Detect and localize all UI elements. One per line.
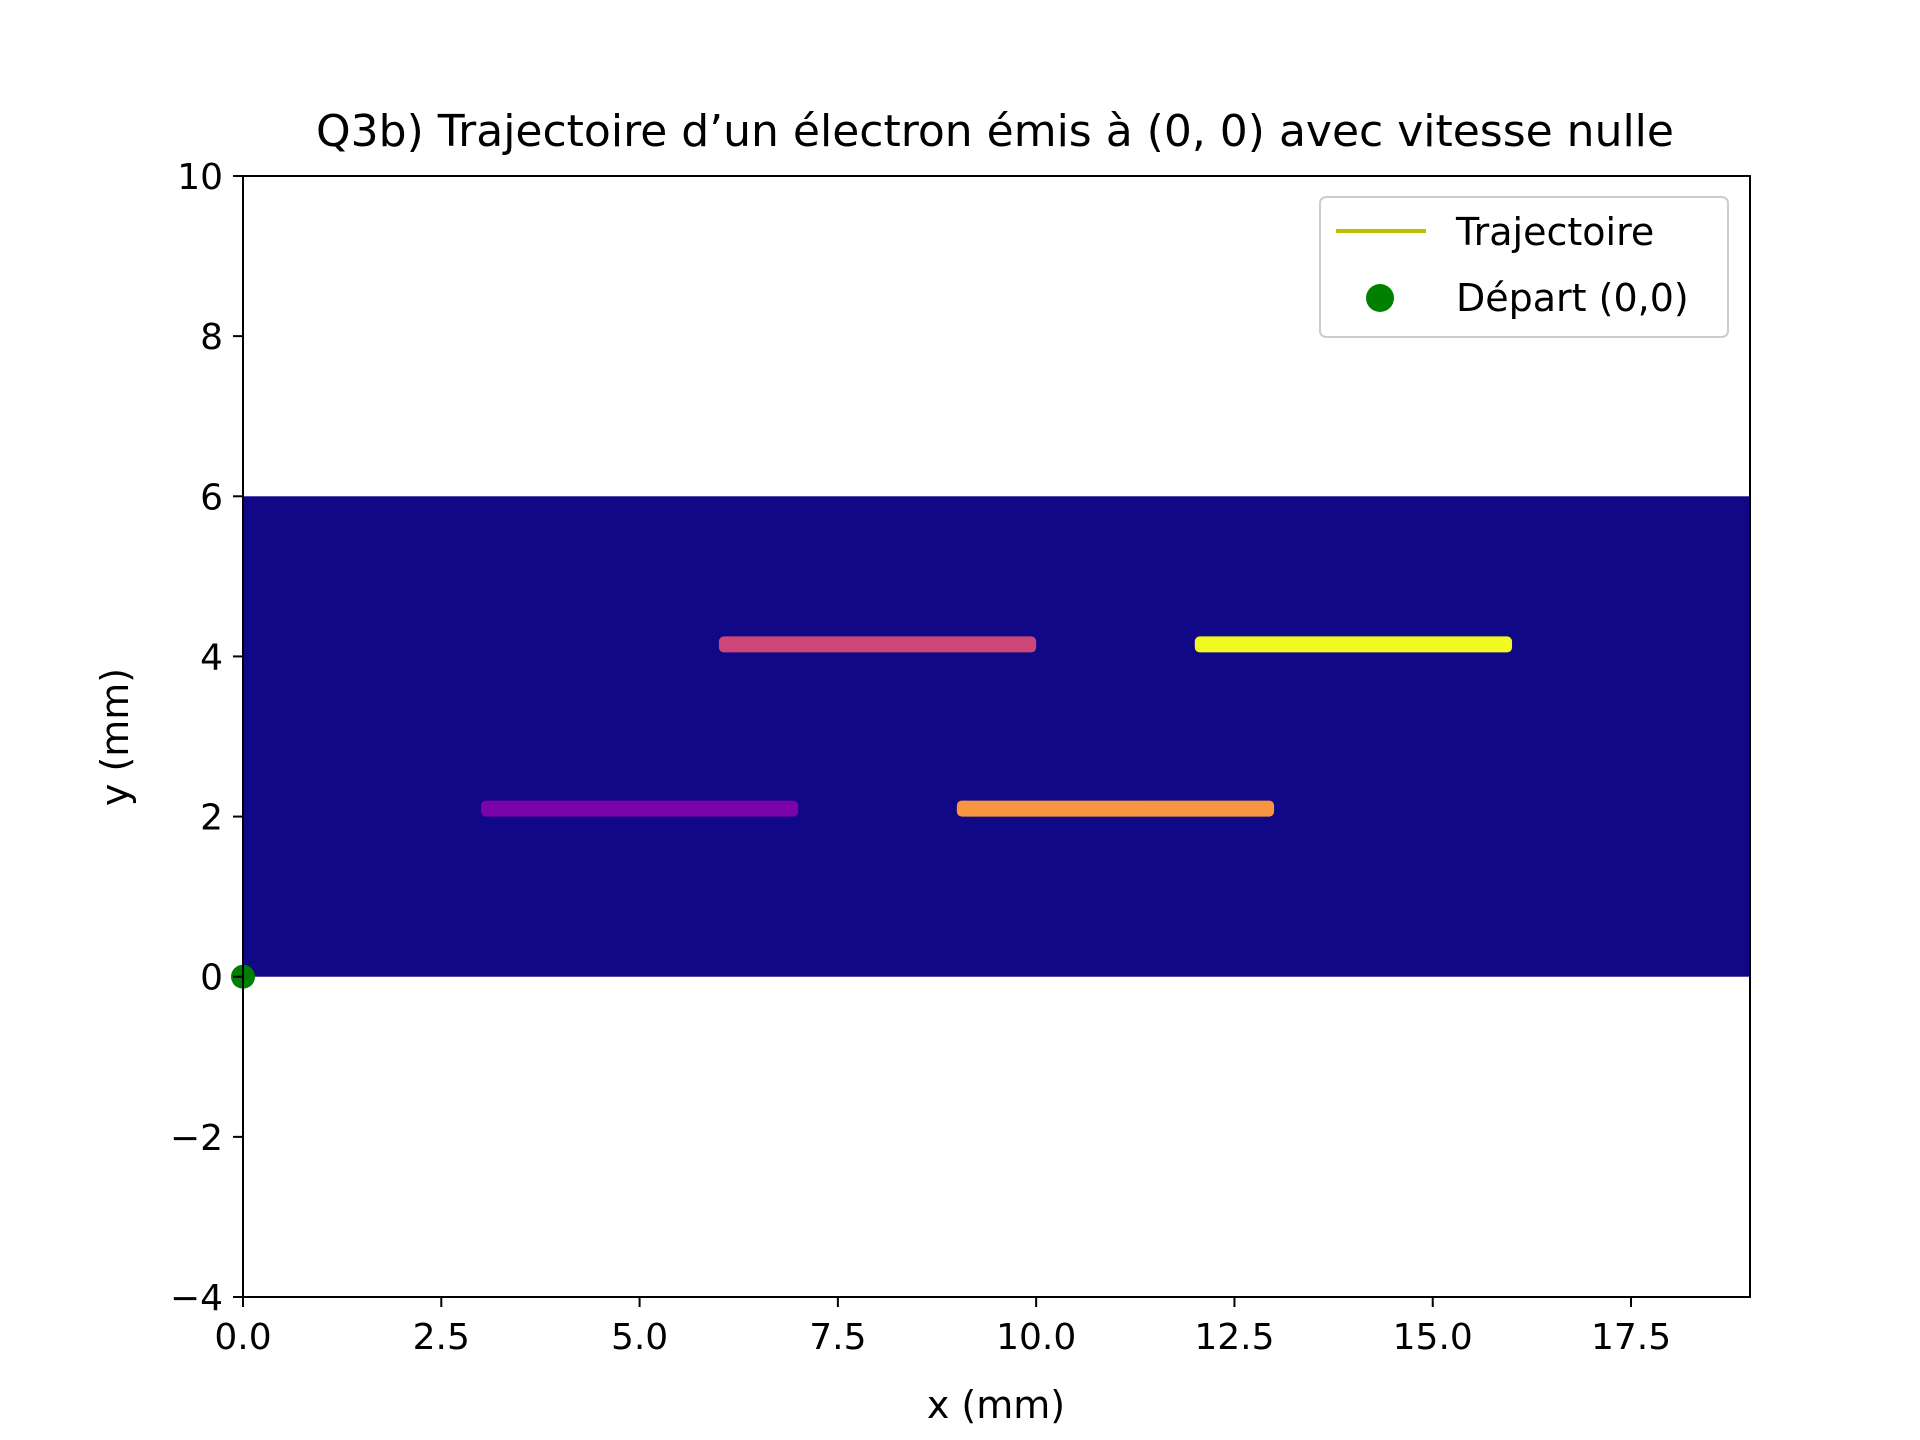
electrode-1 [480, 800, 799, 817]
electrode-3 [956, 800, 1275, 817]
x-axis-label: x (mm) [927, 1383, 1065, 1427]
legend-depart-label: Départ (0,0) [1456, 276, 1689, 320]
y-tick-label: 6 [200, 477, 223, 518]
y-tick-label: −2 [170, 1118, 223, 1159]
x-tick-label: 15.0 [1393, 1317, 1473, 1358]
y-tick-label: 0 [200, 958, 223, 999]
y-axis: −4 −2 0 2 4 6 8 10 [170, 157, 243, 1319]
electrode-4 [1194, 636, 1513, 653]
legend: Trajectoire Départ (0,0) [1319, 196, 1729, 338]
y-tick-label: 8 [200, 317, 223, 358]
x-tick-label: 17.5 [1591, 1317, 1671, 1358]
heatmap-field [243, 496, 1750, 977]
x-tick-label: 7.5 [809, 1317, 866, 1358]
x-tick-label: 10.0 [996, 1317, 1076, 1358]
x-axis: 0.0 2.5 5.0 7.5 10.0 12.5 15.0 17.5 [214, 1297, 1671, 1358]
legend-depart-swatch [1366, 284, 1394, 312]
x-tick-label: 2.5 [413, 1317, 470, 1358]
y-tick-label: −4 [170, 1278, 223, 1319]
y-axis-label: y (mm) [93, 668, 137, 806]
y-tick-label: 2 [200, 798, 223, 839]
heatmap [243, 496, 1750, 977]
electrode-2 [718, 636, 1037, 653]
y-tick-label: 4 [200, 637, 223, 678]
x-tick-label: 12.5 [1194, 1317, 1274, 1358]
chart-title: Q3b) Trajectoire d’un électron émis à (0… [316, 106, 1674, 157]
y-tick-label: 10 [177, 157, 223, 198]
legend-trajectoire-label: Trajectoire [1455, 210, 1654, 254]
plot-frame [242, 175, 1751, 1298]
x-tick-label: 0.0 [214, 1317, 271, 1358]
x-tick-label: 5.0 [611, 1317, 668, 1358]
